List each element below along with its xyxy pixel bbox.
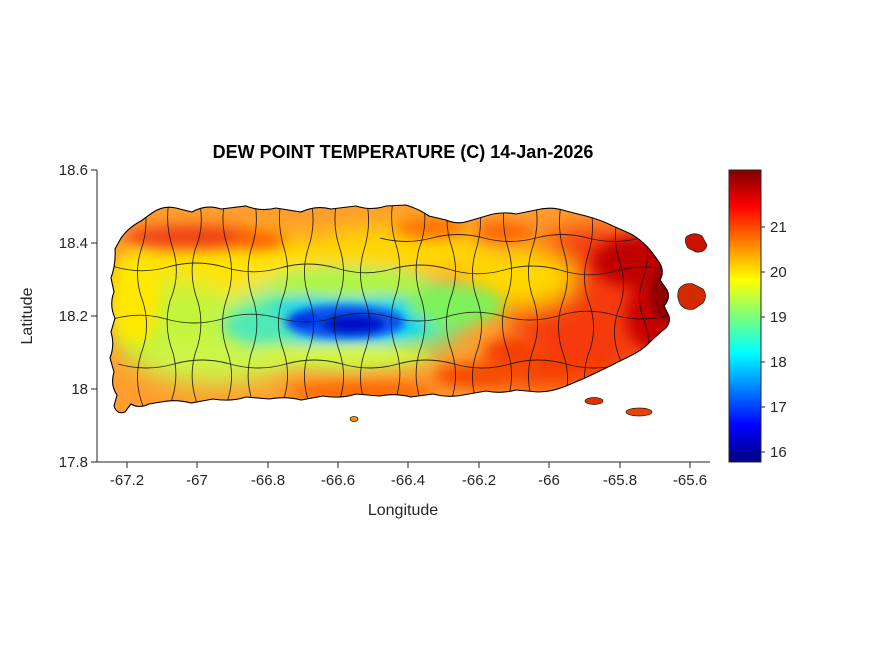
colorbar-tick-label: 16	[770, 444, 787, 461]
colorbar-gradient	[728, 169, 762, 463]
colorbar-tick-label: 21	[770, 219, 787, 236]
x-tick-label: -66	[538, 472, 560, 489]
colorbar-tick-marks	[761, 226, 765, 453]
colorbar-tick-label: 20	[770, 264, 787, 281]
islet-southeast-1	[584, 397, 604, 405]
x-tick-label: -66.4	[391, 472, 425, 489]
x-tick-label: -67	[186, 472, 208, 489]
x-axis-label: Longitude	[368, 502, 438, 519]
y-tick-label: 17.8	[59, 454, 88, 471]
x-tick-marks	[126, 462, 691, 468]
colorbar-tick-label: 18	[770, 354, 787, 371]
y-tick-label: 18.6	[59, 162, 88, 179]
islet-northeast	[684, 233, 708, 253]
x-tick-label: -65.8	[603, 472, 637, 489]
chart-title: DEW POINT TEMPERATURE (C) 14-Jan-2026	[213, 142, 594, 162]
offshore-islets	[349, 233, 708, 422]
x-tick-label: -65.6	[673, 472, 707, 489]
islet-south-small	[349, 416, 359, 422]
x-tick-label: -67.2	[110, 472, 144, 489]
y-tick-label: 18.4	[59, 235, 88, 252]
x-tick-label: -66.6	[321, 472, 355, 489]
islet-east-detached	[677, 283, 706, 310]
y-tick-label: 18.2	[59, 308, 88, 325]
y-tick-marks	[91, 169, 97, 463]
coastline-outline	[109, 204, 670, 414]
axes	[91, 169, 710, 468]
y-tick-label: 18	[71, 381, 88, 398]
colorbar-tick-label: 19	[770, 309, 787, 326]
y-tick-labels: 18.6 18.4 18.2 18 17.8	[59, 162, 88, 471]
y-axis-label: Latitude	[19, 287, 36, 344]
colorbar-tick-labels: 21 20 19 18 17 16	[770, 219, 787, 461]
islet-southeast-2	[625, 407, 653, 417]
map-plot-area	[109, 204, 708, 422]
colorbar-tick-label: 17	[770, 399, 787, 416]
colorbar: 21 20 19 18 17 16	[728, 169, 787, 463]
x-tick-label: -66.2	[462, 472, 496, 489]
x-tick-label: -66.8	[251, 472, 285, 489]
x-tick-labels: -67.2 -67 -66.8 -66.6 -66.4 -66.2 -66 -6…	[110, 472, 707, 489]
